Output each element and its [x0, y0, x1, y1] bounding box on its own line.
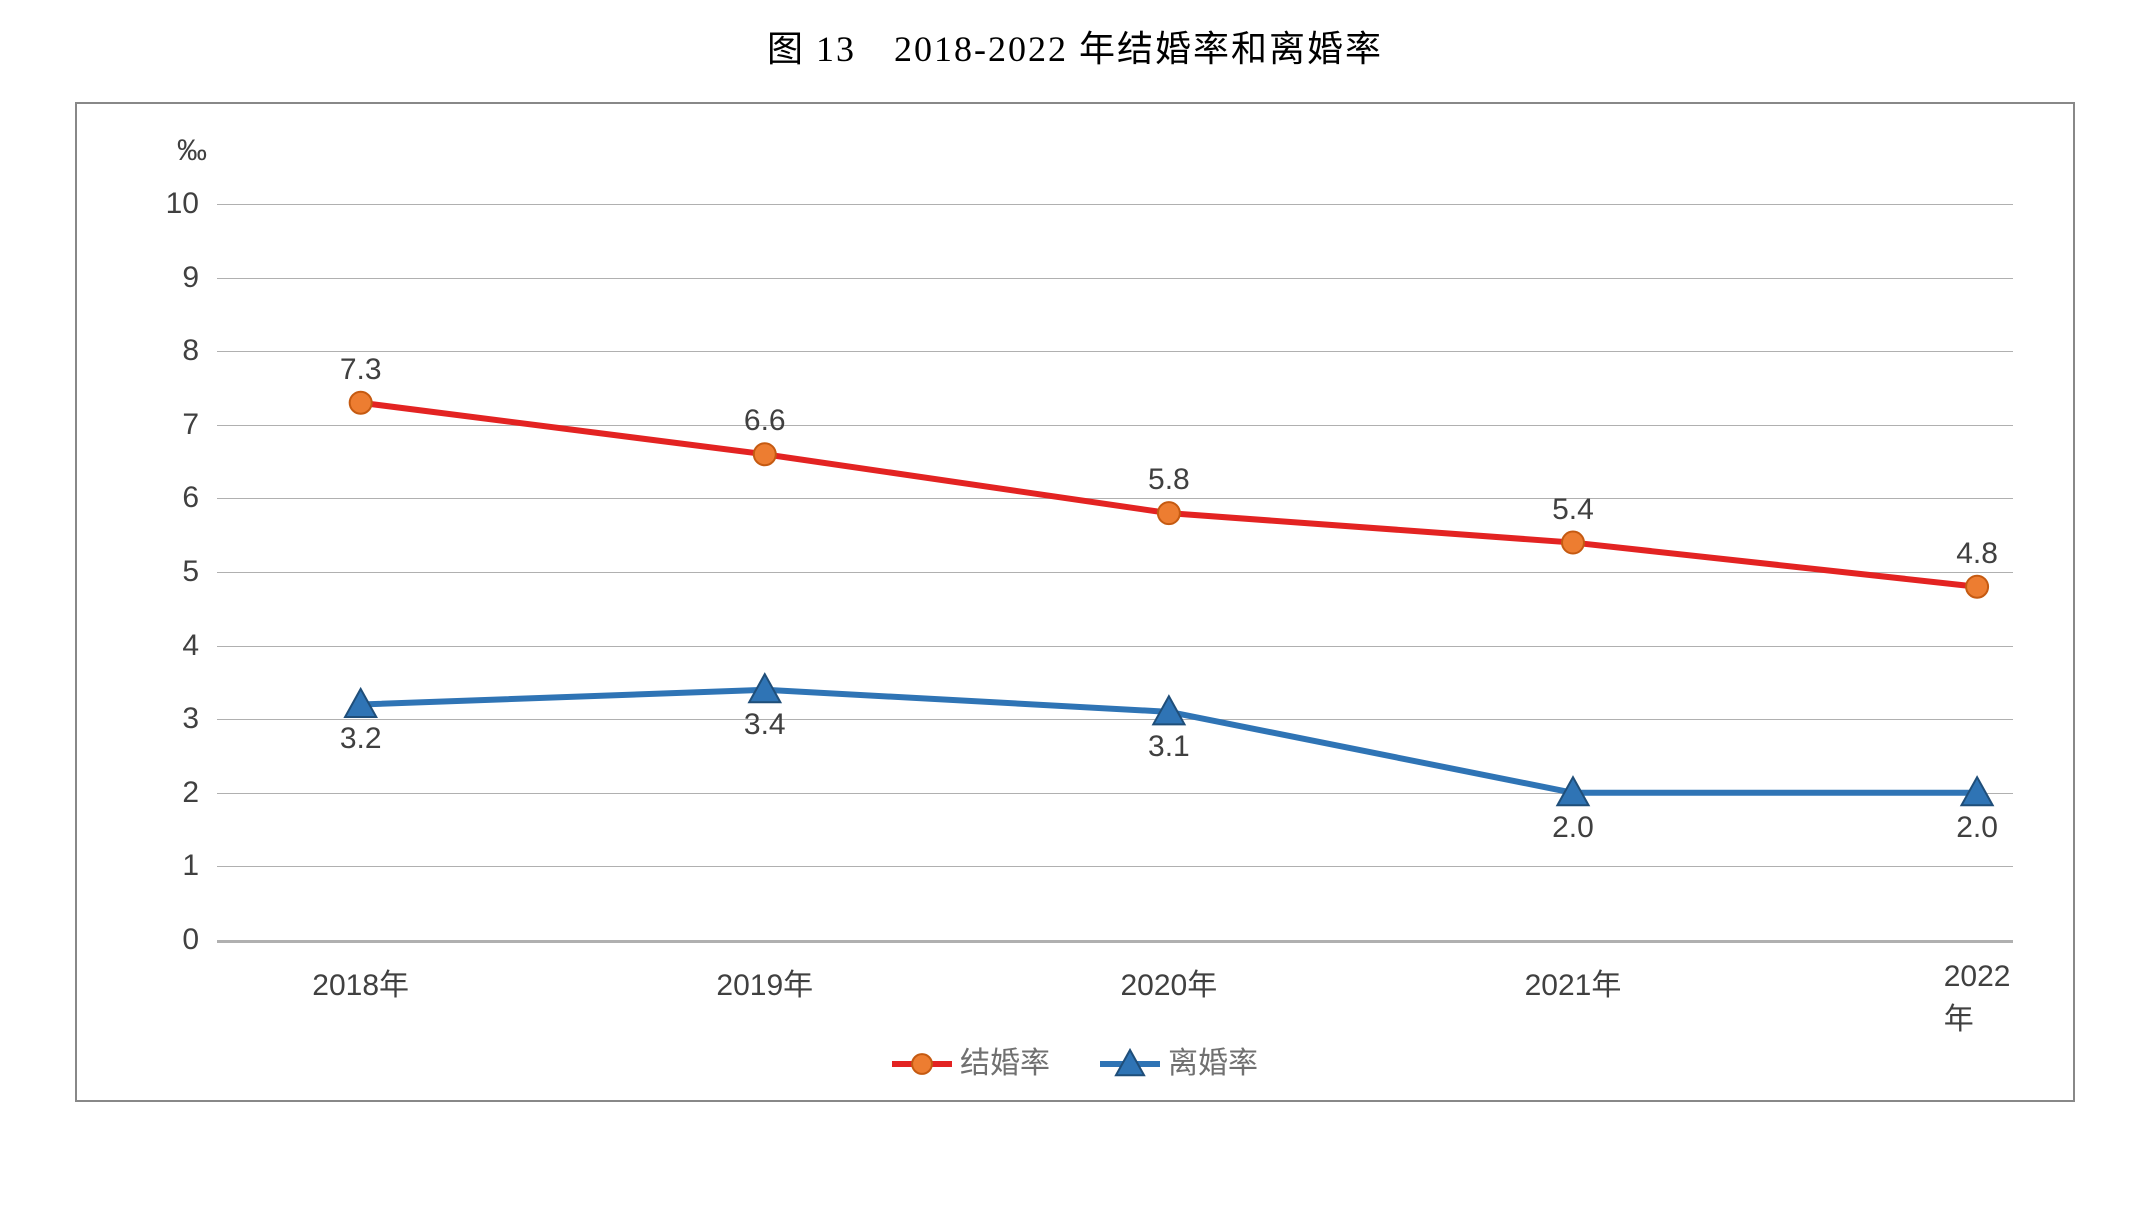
y-tick-label: 10: [166, 187, 217, 221]
y-tick-label: 3: [182, 702, 217, 736]
y-tick-label: 2: [182, 776, 217, 810]
chart-title: 图 13 2018-2022 年结婚率和离婚率: [20, 20, 2130, 72]
marker-circle-icon: [1562, 532, 1584, 554]
y-tick-label: 0: [182, 923, 217, 957]
chart-svg: [217, 204, 2013, 940]
marker-circle-icon: [1158, 502, 1180, 524]
marker-circle-icon: [1966, 576, 1988, 598]
legend-label: 结婚率: [960, 1038, 1050, 1082]
y-tick-label: 1: [182, 849, 217, 883]
legend-item: 离婚率: [1100, 1038, 1258, 1082]
plot-area: 0123456789102018年2019年2020年2021年2022年7.3…: [217, 204, 2013, 940]
data-label: 3.4: [744, 708, 786, 742]
y-axis-unit: ‰: [177, 134, 207, 168]
x-tick-label: 2019年: [716, 940, 813, 1004]
data-label: 6.6: [744, 404, 786, 438]
data-label: 2.0: [1956, 811, 1998, 845]
y-tick-label: 8: [182, 334, 217, 368]
data-label: 3.1: [1148, 730, 1190, 764]
y-tick-label: 9: [182, 261, 217, 295]
legend-swatch-icon: [892, 1050, 952, 1070]
marker-circle-icon: [754, 443, 776, 465]
x-tick-label: 2022年: [1944, 940, 2011, 1038]
data-label: 5.4: [1552, 493, 1594, 527]
y-tick-label: 7: [182, 408, 217, 442]
data-label: 2.0: [1552, 811, 1594, 845]
y-tick-label: 4: [182, 629, 217, 663]
legend: 结婚率 离婚率: [892, 1038, 1258, 1082]
x-tick-label: 2021年: [1525, 940, 1622, 1004]
data-label: 4.8: [1956, 537, 1998, 571]
chart-container: ‰ 0123456789102018年2019年2020年2021年2022年7…: [75, 102, 2075, 1102]
legend-label: 离婚率: [1168, 1038, 1258, 1082]
data-label: 3.2: [340, 722, 382, 756]
data-label: 7.3: [340, 353, 382, 387]
y-tick-label: 6: [182, 481, 217, 515]
y-tick-label: 5: [182, 555, 217, 589]
data-label: 5.8: [1148, 463, 1190, 497]
marker-circle-icon: [350, 392, 372, 414]
x-tick-label: 2018年: [312, 940, 409, 1004]
legend-item: 结婚率: [892, 1038, 1050, 1082]
gridline: [217, 940, 2013, 943]
legend-swatch-icon: [1100, 1050, 1160, 1070]
x-tick-label: 2020年: [1121, 940, 1218, 1004]
